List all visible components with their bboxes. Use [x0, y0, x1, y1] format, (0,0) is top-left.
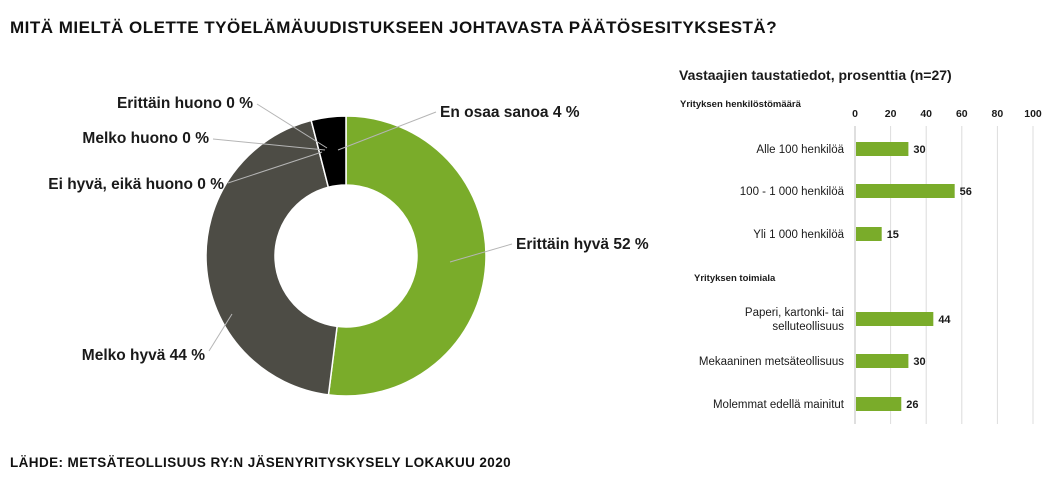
bar-0-1 — [856, 184, 955, 198]
donut-label-0: Erittäin hyvä 52 % — [516, 236, 649, 253]
leader-line-3 — [212, 138, 326, 151]
category-label-0-1: 100 - 1 000 henkilöä — [740, 186, 845, 198]
donut-label-3: Melko huono 0 % — [82, 130, 209, 147]
category-label-line: Mekaaninen metsäteollisuus — [699, 356, 844, 368]
leader-line-1 — [208, 313, 233, 352]
category-label-line: Molemmat edellä mainitut — [713, 399, 845, 411]
donut-slice-0 — [327, 115, 487, 397]
category-label-line: Yli 1 000 henkilöä — [753, 229, 844, 241]
x-tick-label-3: 60 — [956, 108, 968, 120]
bar-value-label-0-0: 30 — [913, 144, 925, 156]
donut-label-4: Erittäin huono 0 % — [117, 95, 253, 112]
bar-value-label-1-0: 44 — [938, 314, 951, 326]
bar-value-label-1-2: 26 — [906, 399, 918, 411]
bar-chart-title: Vastaajien taustatiedot, prosenttia (n=2… — [679, 67, 952, 83]
group-heading-0: Yrityksen henkilöstömäärä — [680, 99, 802, 110]
category-label-1-2: Molemmat edellä mainitut — [713, 399, 845, 411]
x-tick-label-0: 0 — [852, 108, 858, 120]
bar-1-0 — [856, 312, 934, 326]
bar-value-label-0-2: 15 — [887, 229, 899, 241]
category-label-1-0: Paperi, kartonki- tai selluteollisuus — [745, 307, 844, 333]
leader-line-0 — [449, 243, 513, 263]
page-title: MITÄ MIELTÄ OLETTE TYÖELÄMÄUUDISTUKSEEN … — [10, 18, 778, 37]
x-tick-label-1: 20 — [885, 108, 897, 120]
category-label-line: selluteollisuus — [772, 321, 844, 333]
leader-line-2 — [227, 151, 323, 184]
donut-label-5: En osaa sanoa 4 % — [440, 104, 580, 121]
bar-1-2 — [856, 397, 902, 411]
bar-value-label-0-1: 56 — [960, 186, 972, 198]
leader-line-4 — [256, 103, 328, 149]
source-note: LÄHDE: METSÄTEOLLISUUS RY:N JÄSENYRITYSK… — [10, 455, 512, 470]
category-label-0-2: Yli 1 000 henkilöä — [753, 229, 844, 241]
group-heading-1: Yrityksen toimiala — [694, 273, 776, 284]
bar-0-0 — [856, 142, 909, 156]
donut-slice-5 — [310, 115, 347, 189]
x-tick-label-4: 80 — [992, 108, 1004, 120]
leader-line-5 — [337, 111, 437, 151]
bar-value-label-1-1: 30 — [913, 356, 925, 368]
donut-slice-1 — [205, 119, 338, 396]
category-label-1-1: Mekaaninen metsäteollisuus — [699, 356, 844, 368]
x-tick-label-5: 100 — [1024, 108, 1042, 120]
category-label-0-0: Alle 100 henkilöä — [756, 144, 844, 156]
category-label-line: Paperi, kartonki- tai — [745, 307, 844, 319]
category-label-line: Alle 100 henkilöä — [756, 144, 844, 156]
bar-1-1 — [856, 354, 909, 368]
bar-0-2 — [856, 227, 882, 241]
donut-label-1: Melko hyvä 44 % — [82, 347, 205, 364]
category-label-line: 100 - 1 000 henkilöä — [740, 186, 845, 198]
donut-label-2: Ei hyvä, eikä huono 0 % — [48, 176, 224, 193]
x-tick-label-2: 40 — [920, 108, 932, 120]
